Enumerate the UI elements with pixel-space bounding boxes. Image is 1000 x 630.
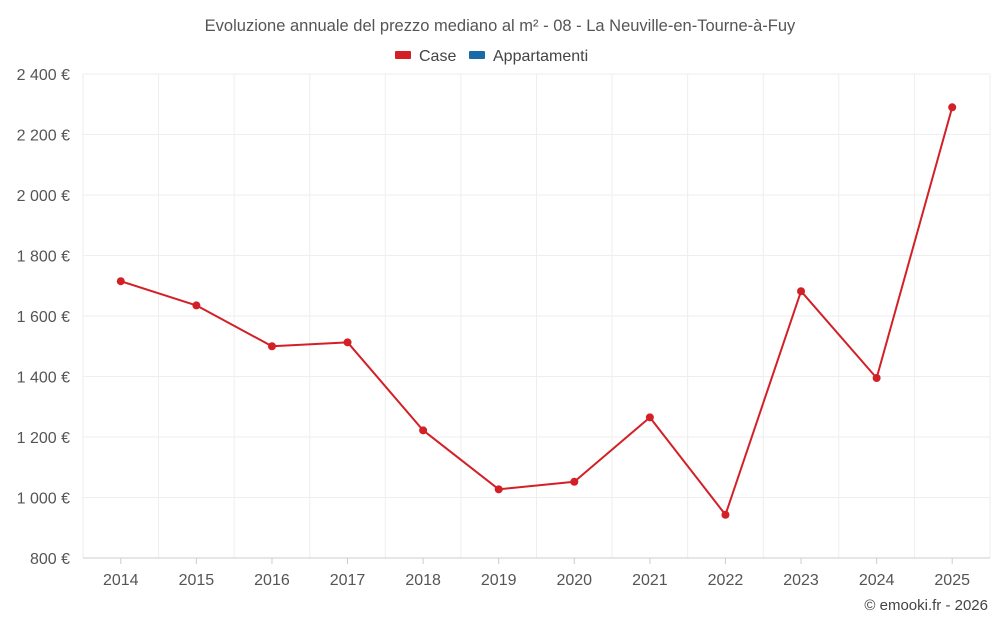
legend-swatch-appartamenti	[469, 51, 485, 59]
data-point[interactable]	[570, 477, 579, 486]
x-tick-label: 2023	[783, 572, 819, 589]
legend-item-appartamenti[interactable]: Appartamenti	[469, 48, 588, 65]
x-tick-label: 2018	[405, 572, 441, 589]
x-tick-label: 2025	[934, 572, 970, 589]
legend: Case Appartamenti	[395, 48, 588, 65]
legend-label-appartamenti: Appartamenti	[493, 48, 588, 65]
y-tick-label: 1 600 €	[17, 309, 70, 326]
credit-text: © emooki.fr - 2026	[864, 597, 988, 614]
data-point[interactable]	[494, 485, 503, 494]
legend-item-case[interactable]: Case	[395, 48, 456, 65]
data-point[interactable]	[797, 287, 806, 296]
x-tick-label: 2016	[254, 572, 290, 589]
data-point[interactable]	[267, 342, 276, 351]
y-axis-tick-labels: 800 € 1 000 € 1 200 € 1 400 € 1 600 € 1 800 €…	[17, 67, 70, 568]
y-tick-label: 2 400 €	[17, 67, 70, 84]
y-tick-label: 2 000 €	[17, 188, 70, 205]
legend-label-case: Case	[419, 48, 456, 65]
data-point[interactable]	[192, 301, 201, 310]
series-layer	[116, 103, 957, 519]
data-point[interactable]	[343, 338, 352, 347]
horizontal-gridlines	[83, 73, 990, 498]
x-tick-label: 2019	[481, 572, 517, 589]
x-tick-label: 2024	[859, 572, 895, 589]
data-point[interactable]	[116, 277, 125, 286]
data-point[interactable]	[872, 374, 881, 383]
data-point[interactable]	[419, 426, 428, 435]
x-tick-label: 2015	[179, 572, 215, 589]
legend-swatch-case	[395, 51, 411, 59]
y-tick-label: 800 €	[30, 551, 70, 568]
series-line-case	[120, 107, 954, 516]
y-tick-label: 1 200 €	[17, 430, 70, 447]
data-point[interactable]	[645, 413, 654, 422]
x-tick-label: 2017	[330, 572, 366, 589]
x-tick-label: 2014	[103, 572, 139, 589]
data-point[interactable]	[948, 103, 957, 112]
x-tick-label: 2022	[708, 572, 744, 589]
y-tick-label: 1 400 €	[17, 370, 70, 387]
data-point[interactable]	[721, 510, 730, 519]
x-tick-label: 2021	[632, 572, 668, 589]
y-tick-label: 2 200 €	[17, 128, 70, 145]
y-tick-label: 1 800 €	[17, 249, 70, 266]
x-axis-tick-labels: 2014 2015 2016 2017 2018 2019 2020 2021 2022 2023…	[103, 558, 970, 589]
chart-title: Evoluzione annuale del prezzo mediano al…	[205, 17, 796, 35]
y-tick-label: 1 000 €	[17, 491, 70, 508]
x-tick-label: 2020	[556, 572, 592, 589]
